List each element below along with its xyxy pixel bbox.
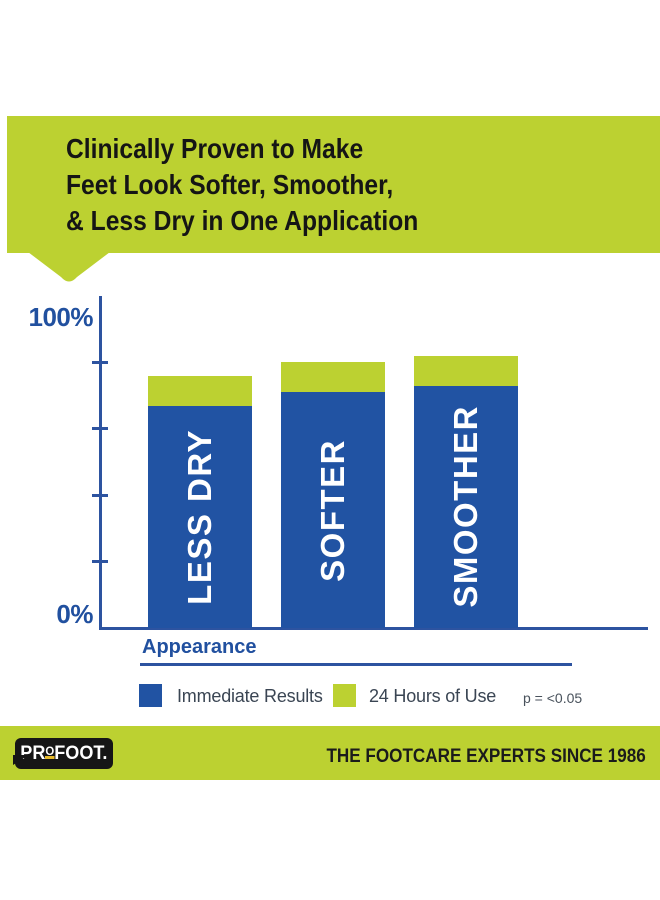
profoot-logo-tail <box>13 755 29 765</box>
bar-softer-immediate-segment: SOFTER <box>281 392 385 628</box>
p-value-annotation: p = <0.05 <box>523 690 583 706</box>
profoot-logo: PROFOOT. <box>15 738 113 769</box>
footer-bar: PROFOOT. <box>0 726 660 780</box>
logo-small-o: O <box>45 743 55 759</box>
bar-smoother: SMOOTHER <box>414 355 518 628</box>
legend-swatch-24-hours <box>333 684 356 707</box>
bar-label-smoother: SMOOTHER <box>447 405 484 609</box>
y-axis-tick-20 <box>92 560 108 564</box>
y-axis-tick-40 <box>92 493 108 497</box>
y-axis-min-label: 0% <box>56 599 93 629</box>
bar-label-less-dry: LESS DRY <box>181 428 218 605</box>
page-title-line-3: & Less Dry in One Application <box>66 205 419 236</box>
profoot-logo-text: PROFOOT. <box>20 742 108 764</box>
y-axis-max-label: 100% <box>28 302 94 332</box>
speech-bubble-tail <box>28 252 110 282</box>
page-title-line-1: Clinically Proven to Make <box>66 133 364 164</box>
legend-label-24-hours: 24 Hours of Use <box>369 686 497 706</box>
legend-swatch-immediate <box>139 684 162 707</box>
bar-smoother-immediate-segment: SMOOTHER <box>414 385 518 628</box>
y-axis-line <box>99 296 102 630</box>
bar-less-dry-immediate-segment: LESS DRY <box>148 405 252 628</box>
x-axis-line <box>99 627 648 630</box>
footer-tagline: THE FOOTCARE EXPERTS SINCE 1986 <box>326 746 646 767</box>
bar-softer: SOFTER <box>281 362 385 628</box>
bar-less-dry: LESS DRY <box>148 375 252 628</box>
y-axis-tick-80 <box>92 360 108 364</box>
y-axis-tick-60 <box>92 427 108 431</box>
page-title-line-2: Feet Look Softer, Smoother, <box>66 169 394 200</box>
page-title: Clinically Proven to Make Feet Look Soft… <box>66 131 418 239</box>
legend-label-immediate: Immediate Results <box>177 686 323 706</box>
bar-label-softer: SOFTER <box>314 438 351 582</box>
x-axis-title-underline <box>140 663 572 666</box>
header-banner: Clinically Proven to Make Feet Look Soft… <box>7 116 660 253</box>
x-axis-title: Appearance <box>142 636 257 658</box>
